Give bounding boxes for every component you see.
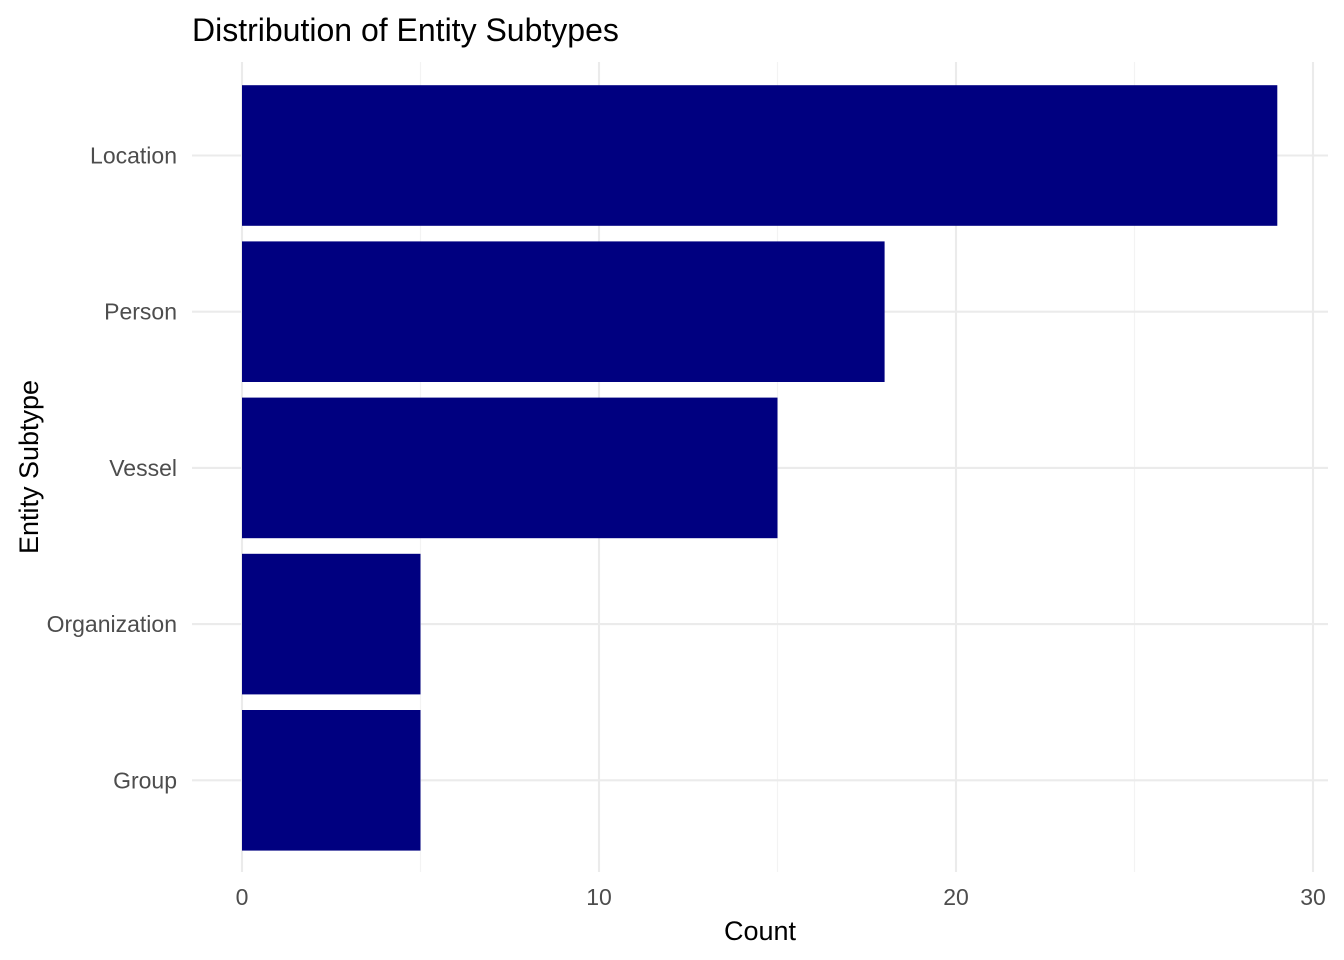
y-tick-label: Group — [113, 767, 177, 793]
bar-location — [242, 85, 1278, 226]
y-tick-label: Vessel — [109, 455, 177, 481]
x-tick-label: 20 — [943, 884, 969, 910]
bar-organization — [242, 553, 421, 695]
x-tick-label: 10 — [586, 884, 612, 910]
y-tick-label: Person — [104, 299, 177, 325]
y-axis-tick-labels: Location Person Vessel Organization Group — [47, 143, 177, 794]
y-tick-label: Location — [90, 143, 177, 169]
x-axis-tick-labels: 0 10 20 30 — [236, 884, 1326, 910]
x-tick-label: 0 — [236, 884, 249, 910]
bar-vessel — [242, 397, 778, 539]
chart-title: Distribution of Entity Subtypes — [192, 12, 619, 48]
x-tick-label: 30 — [1300, 884, 1326, 910]
x-axis-title: Count — [724, 916, 797, 946]
bar-person — [242, 241, 885, 382]
bars — [242, 85, 1278, 851]
bar-group — [242, 710, 421, 851]
y-tick-label: Organization — [47, 611, 177, 637]
y-axis-title: Entity Subtype — [14, 380, 44, 554]
